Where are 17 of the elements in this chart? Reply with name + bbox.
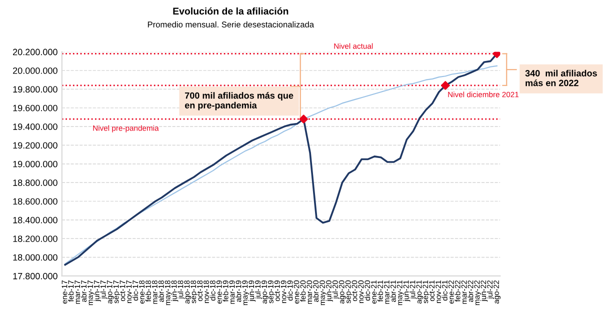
y-tick-label: 18.200.000 xyxy=(13,236,58,242)
annotation: 700 mil afiliados más que en pre-pandemia xyxy=(184,92,294,110)
y-tick-label: 20.000.000 xyxy=(13,67,58,74)
y-tick-label: 19.200.000 xyxy=(13,142,58,149)
y-tick-label: 18.000.000 xyxy=(13,254,58,261)
y-tick-label: 18.400.000 xyxy=(13,216,58,224)
y-tick-label: 19.400.000 xyxy=(13,124,58,130)
y-tick-label: 19.600.000 xyxy=(13,104,58,112)
y-tick-label: 17.800.000 xyxy=(13,272,58,280)
y-tick-label: 18.600.000 xyxy=(13,198,58,205)
y-tick-label: 19.800.000 xyxy=(13,86,58,93)
y-tick-label: 18.800.000 xyxy=(13,180,58,186)
chart-subtitle: Promedio mensual. Serie desestacionalizada xyxy=(148,21,314,28)
y-tick-label: 20.200.000 xyxy=(13,48,58,56)
chart-title: Evolución de la afiliación xyxy=(173,7,288,15)
y-tick-label: 19.000.000 xyxy=(13,160,58,168)
text: 340 mil afiliados más en 2022 xyxy=(525,70,597,86)
